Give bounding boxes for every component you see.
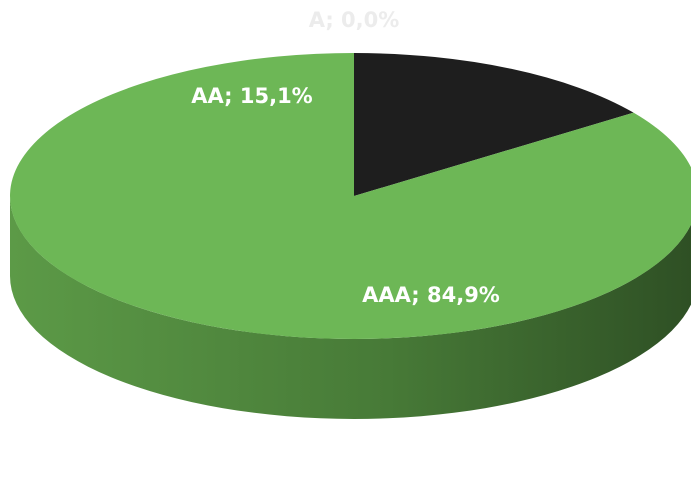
slice-label-aa: AA; 15,1% [191, 84, 312, 108]
pie-top-layer [10, 53, 691, 339]
pie-side-wall [10, 196, 691, 419]
pie-label-layer: A; 0,0% AA; 15,1% AAA; 84,9% [191, 8, 500, 307]
pie-slice-aaa [10, 53, 691, 339]
pie-slice-aa [354, 53, 634, 196]
slice-label-aaa: AAA; 84,9% [362, 283, 500, 307]
slice-label-a: A; 0,0% [309, 8, 400, 32]
pie-side-layer [10, 196, 691, 419]
